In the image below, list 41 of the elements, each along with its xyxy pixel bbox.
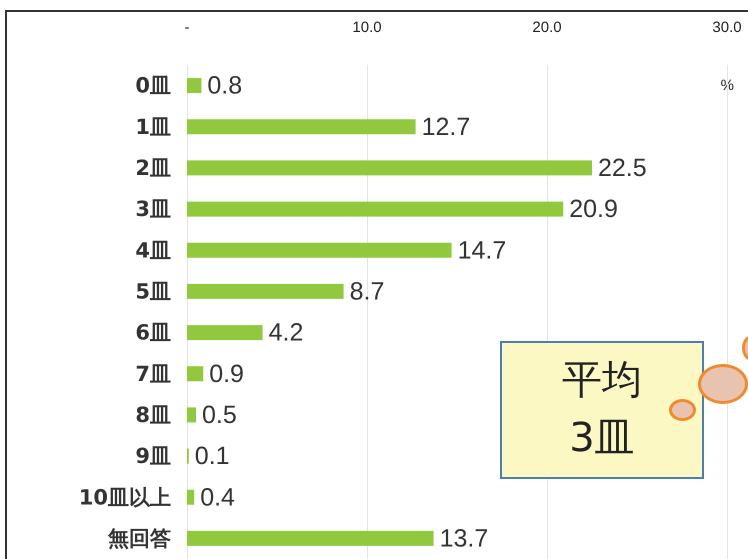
- y-tick-label: 6皿: [135, 320, 171, 345]
- y-tick-label: 8皿: [135, 402, 171, 427]
- y-tick-label: 5皿: [135, 279, 171, 304]
- data-label: 0.4: [200, 483, 236, 512]
- bar: [187, 325, 263, 340]
- y-tick-label: 7皿: [135, 362, 171, 386]
- x-tick-label: 10.0: [352, 19, 382, 36]
- x-tick-label: 30.0: [712, 19, 742, 36]
- bar: [187, 284, 344, 299]
- data-label: 0.9: [209, 360, 244, 388]
- data-label: 13.7: [440, 524, 488, 552]
- x-tick-label: -: [184, 19, 190, 36]
- y-tick-label: 2皿: [135, 156, 171, 180]
- bar: [187, 242, 452, 258]
- data-label: 22.5: [598, 154, 647, 182]
- data-label: 14.7: [458, 236, 506, 264]
- y-tick-label: 4皿: [135, 238, 171, 262]
- data-label: 0.8: [207, 72, 242, 100]
- data-label: 4.2: [268, 318, 304, 347]
- bar: [187, 407, 196, 422]
- x-tick-label: 20.0: [532, 19, 562, 36]
- y-tick-label: 無回答: [107, 526, 171, 550]
- y-tick-label: 10皿以上: [78, 485, 171, 510]
- y-tick-label: 9皿: [135, 444, 171, 468]
- bar: [187, 490, 194, 505]
- data-label: 8.7: [350, 277, 384, 306]
- data-label: 0.5: [202, 400, 237, 429]
- data-label: 12.7: [422, 112, 470, 141]
- annotation: 平均 3皿: [500, 341, 704, 479]
- bar: [187, 119, 416, 134]
- bar: [187, 160, 592, 176]
- x-axis-title: %: [720, 77, 734, 94]
- y-tick-label: 0皿: [135, 74, 171, 98]
- data-label: 0.1: [194, 442, 230, 470]
- bar: [187, 202, 564, 217]
- bar: [187, 530, 434, 546]
- data-label: 20.9: [569, 195, 618, 224]
- bar: [187, 366, 204, 382]
- y-tick-label: 3皿: [135, 197, 171, 222]
- y-tick-label: 1皿: [135, 114, 171, 139]
- bar: [187, 78, 202, 94]
